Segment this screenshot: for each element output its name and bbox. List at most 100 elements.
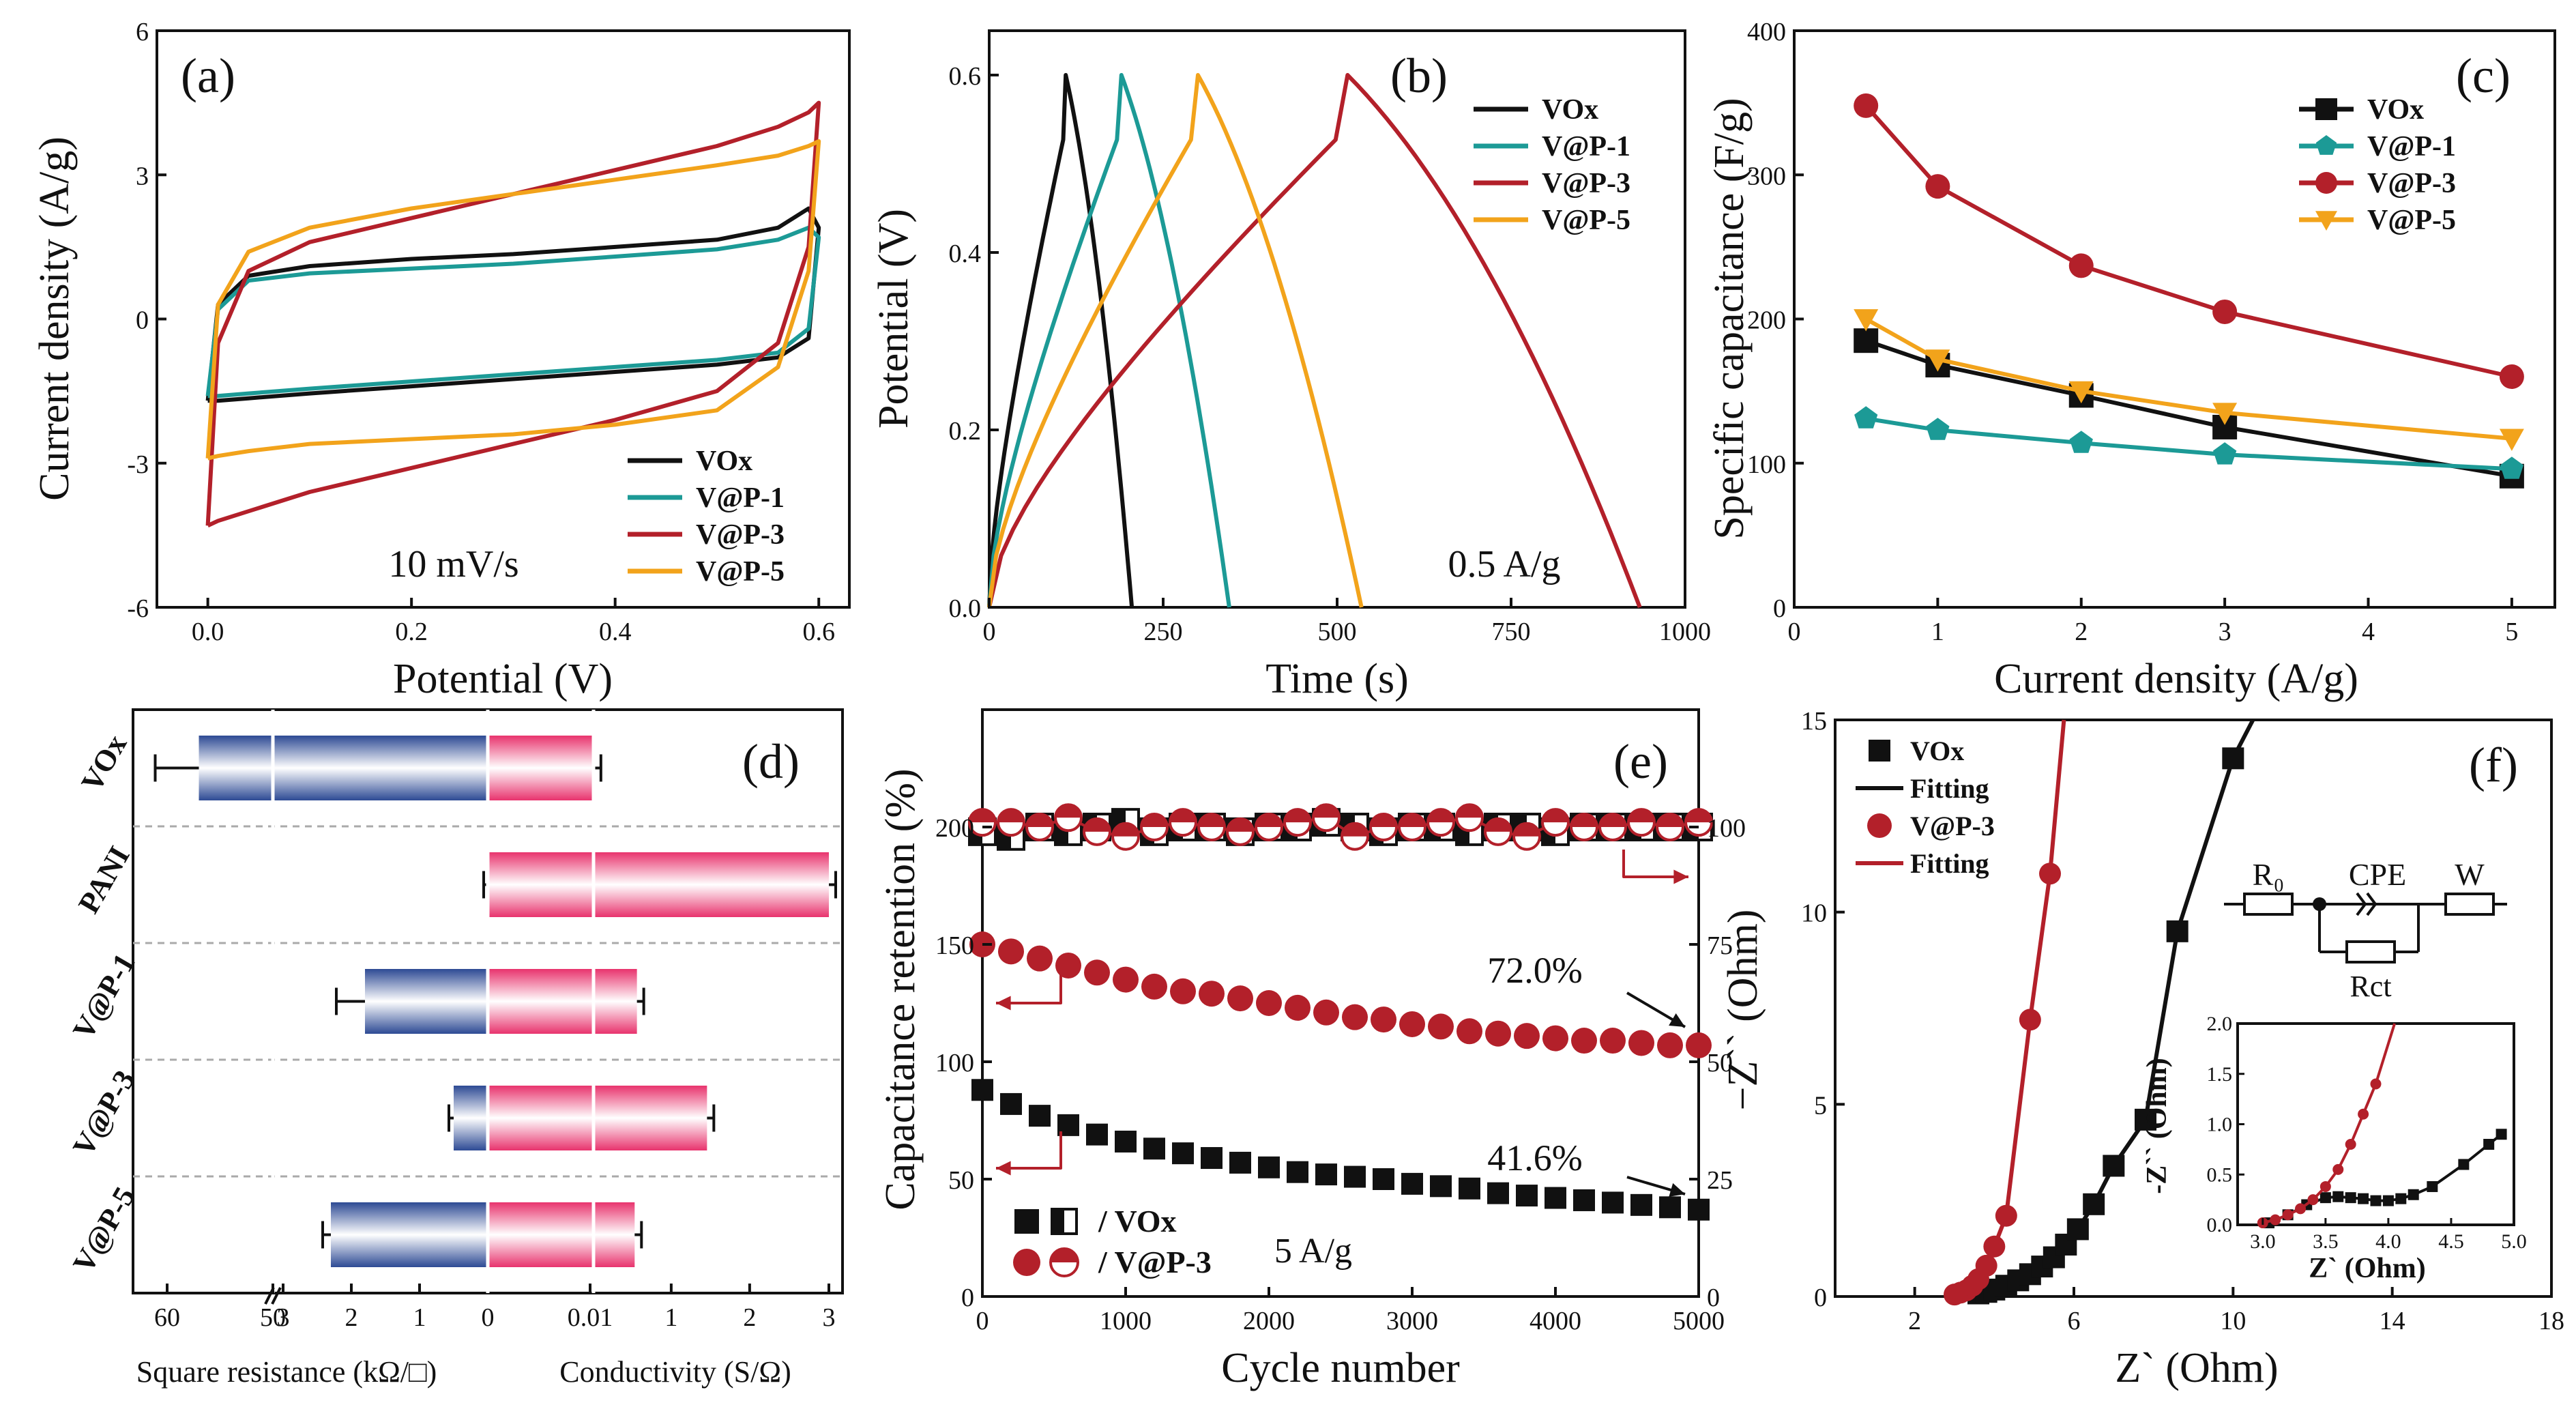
- circuit-cpe-label: CPE: [2349, 857, 2406, 892]
- resistance-bar-V@P-1: [365, 969, 488, 1034]
- circuit-cpe: [2356, 892, 2377, 916]
- circuit-r0-label: R₀: [2253, 857, 2285, 892]
- panel-c-ytick: 400: [1747, 18, 1786, 46]
- panel-d-center-tick: 0: [482, 1303, 495, 1332]
- panel-c-legend-marker: [2315, 135, 2337, 155]
- retention-point-V@P-3 efficiency-fill: [1027, 814, 1053, 827]
- vox-axis-arrow-head: [996, 1161, 1011, 1176]
- panel-f-xlabel: Z` (Ohm): [2115, 1345, 2278, 1391]
- retention-point-V@P-3 efficiency-fill: [1571, 814, 1597, 827]
- retention-point-V@P-3 efficiency: [1025, 813, 1054, 841]
- panel-e-ylabel: Capacitance retention (%): [877, 768, 924, 1210]
- retention-point-VOx retention: [1086, 1123, 1108, 1146]
- panel-f-ytick: 15: [1801, 707, 1827, 736]
- retention-point-V@P-3 retention: [1170, 978, 1196, 1004]
- panel-b-xtick: 750: [1492, 618, 1531, 646]
- panel-a-legend-label: VOx: [696, 446, 752, 477]
- retention-point-VOx retention: [1258, 1156, 1280, 1178]
- retention-point-VOx retention: [1373, 1168, 1394, 1190]
- retention-point-VOx retention: [1029, 1105, 1051, 1127]
- conductivity-bar-PANI: [488, 852, 829, 917]
- efficiency-axis-arrow-head: [1673, 869, 1688, 884]
- panel-a-ytick: 0: [136, 306, 149, 335]
- retention-point-VOx retention: [1229, 1151, 1251, 1174]
- inset-ylabel: -Z`` (Ohm): [2141, 1058, 2173, 1193]
- circuit-w: [2444, 893, 2495, 916]
- resistance-bar-V@P-5: [331, 1202, 488, 1267]
- capacitance-point-V@P-5: [1925, 349, 1950, 372]
- retention-point-VOx retention: [1430, 1175, 1452, 1198]
- eis-point-VOx: [2103, 1155, 2125, 1177]
- eis-fit-VOx: [1978, 719, 2255, 1296]
- retention-point-V@P-3 efficiency: [1484, 817, 1512, 846]
- capacitance-point-V@P-5: [2499, 429, 2524, 451]
- panel-c-frame: [1793, 29, 2556, 609]
- panel-a-legend-label: V@P-5: [696, 556, 785, 588]
- eis-point-VOx: [2222, 747, 2244, 770]
- panel-f-legend-vp3-marker: [1867, 813, 1892, 838]
- retention-point-V@P-3 efficiency-fill: [1485, 818, 1511, 832]
- capacitance-point-V@P-3: [2212, 299, 2238, 324]
- inset-point-VOx: [2382, 1195, 2394, 1206]
- panel-c-xlabel: Current density (A/g): [1994, 656, 2358, 702]
- retention-point-VOx retention: [1516, 1185, 1538, 1207]
- gcd-curve-V@P-3: [987, 73, 1642, 609]
- panel-f-ytick: 10: [1801, 899, 1827, 928]
- inset-point-VOx: [2370, 1195, 2382, 1206]
- retention-point-V@P-3 efficiency: [1341, 822, 1369, 851]
- retention-point-V@P-3 efficiency: [1627, 808, 1656, 837]
- retention-point-V@P-3 efficiency: [997, 808, 1025, 837]
- vox-axis-arrow: [996, 1131, 1062, 1170]
- panel-f-xtick: 2: [1908, 1307, 1921, 1335]
- retention-point-V@P-3 retention: [1399, 1011, 1425, 1037]
- panel-f-ytick: 0: [1814, 1284, 1827, 1312]
- panel-c-xtick: 1: [1931, 618, 1944, 646]
- eis-point-VOx: [2083, 1193, 2105, 1215]
- gcd-curve-VOx: [987, 73, 1135, 608]
- retention-point-V@P-3 efficiency: [1312, 803, 1341, 832]
- retention-point-V@P-3 efficiency-fill: [1256, 814, 1282, 827]
- capacitance-point-V@P-1: [2213, 442, 2237, 465]
- retention-point-V@P-3 retention: [1055, 952, 1081, 979]
- retention-point-V@P-3 retention: [1199, 981, 1225, 1007]
- retention-point-V@P-3 efficiency: [1512, 822, 1541, 851]
- eis-point-VOx: [2166, 920, 2189, 942]
- panel-d-label: (d): [742, 734, 800, 789]
- retention-point-V@P-3 efficiency: [1054, 803, 1083, 832]
- retention-point-VOx retention: [1630, 1193, 1652, 1216]
- inset-point-VOx: [2483, 1139, 2495, 1150]
- panel-e-ytick-right: 100: [1707, 814, 1746, 843]
- retention-point-VOx retention: [1172, 1142, 1194, 1165]
- retention-point-V@P-3 efficiency: [1570, 813, 1598, 841]
- panel-b-legend-label: VOx: [1542, 94, 1598, 126]
- retention-point-V@P-3 efficiency-fill: [1428, 809, 1454, 823]
- inset-frame: [2236, 1022, 2515, 1226]
- retention-point-V@P-3 efficiency-fill: [1628, 809, 1654, 823]
- panel-d-category: VOx: [74, 729, 133, 797]
- retention-point-V@P-3 efficiency-fill: [1084, 818, 1110, 832]
- panel-f-xtick: 14: [2380, 1307, 2405, 1335]
- panel-e-xtick: 4000: [1530, 1307, 1581, 1335]
- panel-a-label: (a): [181, 48, 235, 103]
- panel-f-ytick: 5: [1814, 1091, 1827, 1120]
- panel-c-xtick: 0: [1788, 618, 1801, 646]
- retention-point-V@P-3 retention: [1027, 945, 1053, 972]
- panel-b-ytick: 0.0: [949, 594, 982, 623]
- retention-point-V@P-3 efficiency-fill: [1170, 809, 1196, 823]
- legend-vox-filled: [1014, 1209, 1039, 1234]
- inset-ytick: 0.5: [2207, 1163, 2233, 1186]
- retention-point-V@P-3 efficiency: [1169, 808, 1197, 837]
- gcd-curve-V@P-1: [987, 73, 1231, 608]
- retention-point-V@P-3 efficiency-fill: [1514, 823, 1540, 837]
- panel-e-xtick: 1000: [1100, 1307, 1152, 1335]
- capacitance-point-V@P-1: [1854, 406, 1878, 429]
- retention-point-V@P-3 retention: [1141, 973, 1167, 1000]
- inset-ytick: 2.0: [2207, 1013, 2233, 1035]
- retention-point-V@P-3 efficiency: [1111, 822, 1140, 851]
- panel-e-ytick: 200: [935, 814, 974, 843]
- eis-point-V@P-3: [1983, 1235, 2006, 1258]
- retention-point-VOx retention: [1487, 1182, 1509, 1204]
- gcd-curve-V@P-5: [987, 73, 1364, 608]
- retention-point-V@P-3 retention: [1686, 1032, 1712, 1058]
